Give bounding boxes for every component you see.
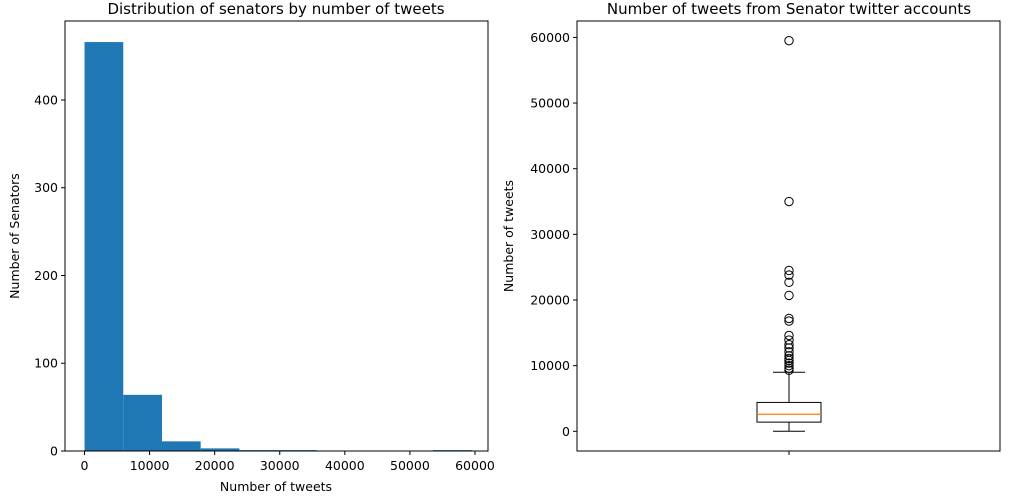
x-tick-label: 40000 (325, 458, 365, 473)
outlier-point (784, 316, 794, 326)
outlier-point (784, 351, 794, 361)
histogram-bar (123, 394, 162, 451)
y-tick-label: 20000 (530, 293, 570, 308)
histogram-chart: Distribution of senators by number of tw… (7, 0, 495, 494)
outlier-point (784, 196, 794, 207)
histogram-y-label: Number of Senators (7, 173, 22, 299)
y-tick-label: 50000 (530, 96, 570, 111)
outlier-point (784, 35, 794, 46)
y-tick-label: 400 (34, 92, 58, 107)
y-tick-label: 300 (34, 180, 58, 195)
y-tick-label: 0 (50, 444, 58, 459)
outlier-point (784, 290, 794, 301)
histogram-x-ticks: 0 10000 20000 30000 40000 50000 60000 (81, 451, 495, 473)
boxplot-chart: Number of tweets from Senator twitter ac… (501, 0, 1001, 455)
x-tick-label: 50000 (390, 458, 430, 473)
outlier-point (784, 265, 794, 276)
outlier-point (784, 277, 794, 287)
histogram-title: Distribution of senators by number of tw… (107, 0, 444, 18)
outlier-point (784, 339, 794, 350)
histogram-y-ticks: 0 100 200 300 400 (34, 92, 65, 459)
histogram-frame (64, 20, 489, 452)
y-tick-label: 30000 (530, 227, 570, 242)
y-tick-label: 40000 (530, 161, 570, 176)
x-tick-label: 10000 (130, 458, 170, 473)
outlier-point (784, 335, 794, 345)
histogram-bar (200, 448, 240, 451)
histogram-x-label: Number of tweets (220, 479, 332, 494)
x-tick-label: 20000 (195, 458, 235, 473)
outlier-point (784, 355, 794, 366)
y-tick-label: 100 (34, 356, 58, 371)
outlier-point (784, 365, 794, 375)
y-tick-label: 10000 (530, 358, 570, 373)
outlier-point (784, 358, 794, 368)
boxplot-body (756, 35, 822, 432)
boxplot-y-ticks: 0 10000 20000 30000 40000 50000 60000 (530, 30, 577, 439)
iqr-box (756, 401, 822, 423)
outlier-point (784, 360, 794, 371)
outlier-point (784, 330, 794, 341)
outlier-point (784, 343, 794, 353)
histogram-bars (84, 42, 472, 452)
boxplot-y-label: Number of tweets (501, 180, 516, 292)
histogram-bar (161, 441, 201, 451)
histogram-bar (84, 42, 124, 452)
x-tick-label: 0 (81, 458, 89, 473)
x-tick-label: 30000 (260, 458, 300, 473)
y-tick-label: 200 (34, 268, 58, 283)
outlier-point (784, 313, 794, 324)
outlier-point (784, 270, 794, 280)
x-tick-label: 60000 (455, 458, 495, 473)
y-tick-label: 60000 (530, 30, 570, 45)
y-tick-label: 0 (562, 424, 570, 439)
boxplot-title: Number of tweets from Senator twitter ac… (607, 0, 971, 18)
